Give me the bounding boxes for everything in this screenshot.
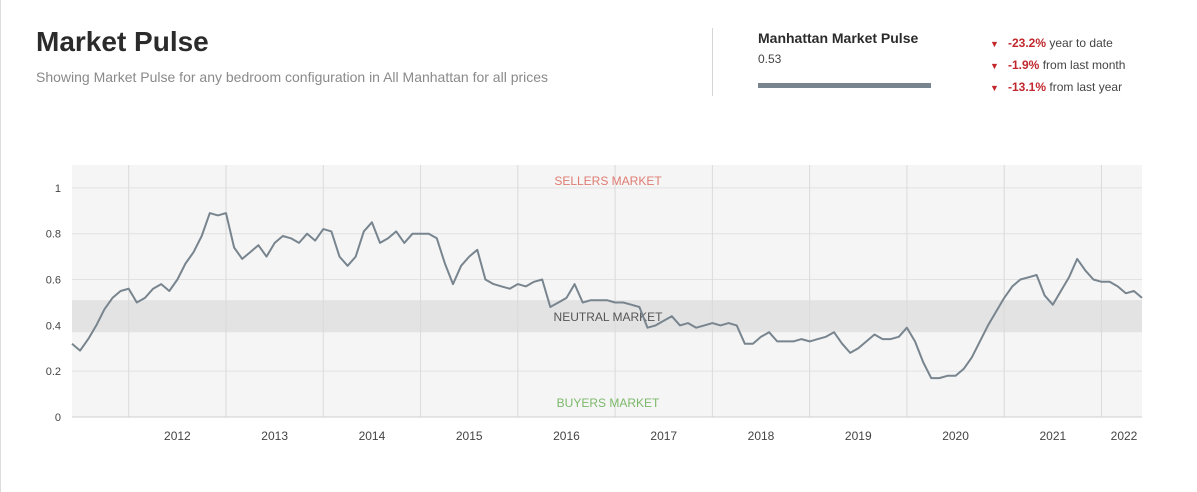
header-divider <box>712 28 713 96</box>
y-tick-label: 0 <box>55 412 61 424</box>
x-tick-label: 2018 <box>748 429 775 443</box>
stat-label: year to date <box>1049 36 1113 50</box>
y-tick-label: 0.2 <box>46 366 61 378</box>
down-triangle-icon: ▼ <box>990 83 999 93</box>
summary-gauge-bar <box>758 83 931 88</box>
x-tick-label: 2019 <box>845 429 872 443</box>
y-tick-label: 0.6 <box>46 275 61 287</box>
summary-title: Manhattan Market Pulse <box>758 30 919 46</box>
summary-value: 0.53 <box>758 52 782 66</box>
x-tick-label: 2020 <box>942 429 969 443</box>
buyers-market-label: BUYERS MARKET <box>557 396 660 410</box>
x-tick-label: 2014 <box>359 429 386 443</box>
summary-panel: Manhattan Market Pulse 0.53 <box>758 30 934 88</box>
down-triangle-icon: ▼ <box>990 61 999 71</box>
neutral-market-label: NEUTRAL MARKET <box>554 310 664 324</box>
page-subtitle: Showing Market Pulse for any bedroom con… <box>36 69 549 85</box>
x-tick-label: 2012 <box>164 429 191 443</box>
stat-value: -13.1% <box>1008 80 1047 94</box>
page-title: Market Pulse <box>36 26 209 57</box>
x-tick-label: 2021 <box>1039 429 1066 443</box>
x-tick-label: 2017 <box>650 429 677 443</box>
left-border <box>0 0 1 492</box>
x-tick-label: 2015 <box>456 429 483 443</box>
sellers-market-label: SELLERS MARKET <box>554 174 662 188</box>
market-pulse-line <box>71 212 1143 380</box>
stat-year-to-date: ▼ -23.2% year to date <box>990 33 1125 55</box>
neutral-band <box>72 300 1142 333</box>
stat-last-month: ▼ -1.9% from last month <box>990 55 1125 77</box>
x-tick-label: 2016 <box>553 429 580 443</box>
y-tick-label: 0.8 <box>46 229 61 241</box>
down-triangle-icon: ▼ <box>990 39 999 49</box>
stat-label: from last year <box>1049 80 1123 94</box>
stat-value: -23.2% <box>1008 36 1047 50</box>
y-tick-label: 0.4 <box>46 320 61 332</box>
stat-last-year: ▼ -13.1% from last year <box>990 77 1125 99</box>
y-tick-label: 1 <box>55 183 61 195</box>
summary-stats: ▼ -23.2% year to date ▼ -1.9% from last mo… <box>990 33 1125 99</box>
plot-background <box>72 165 1142 417</box>
stat-value: -1.9% <box>1008 58 1040 72</box>
x-tick-label: 2013 <box>261 429 288 443</box>
x-tick-label: 2022 <box>1111 429 1138 443</box>
stat-label: from last month <box>1042 58 1126 72</box>
